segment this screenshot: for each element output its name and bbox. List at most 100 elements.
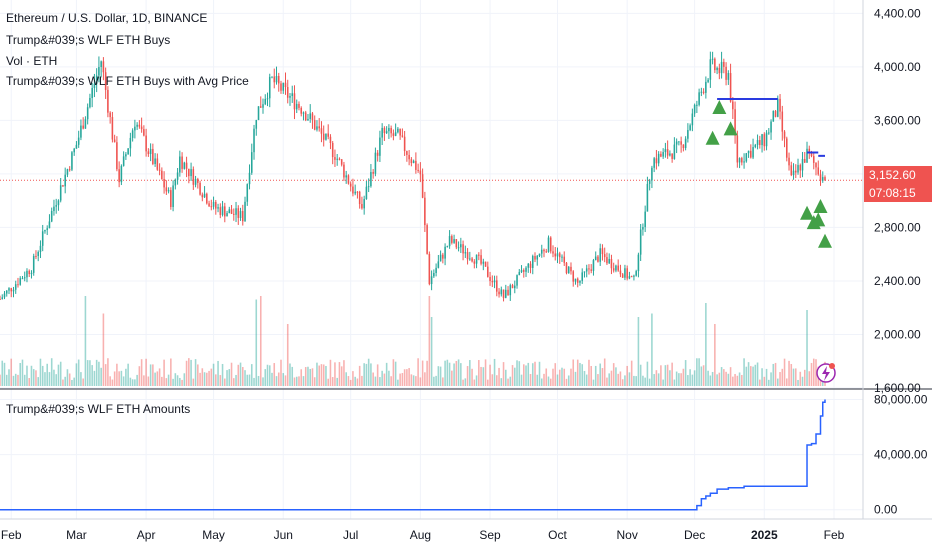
candle-body xyxy=(181,156,183,169)
volume-bar xyxy=(273,363,276,386)
indicator-volume-label[interactable]: Vol · ETH xyxy=(6,54,58,68)
buy-marker-triangle xyxy=(712,100,727,115)
volume-bar xyxy=(639,364,642,386)
volume-bar xyxy=(1,360,4,386)
volume-bar xyxy=(253,377,255,386)
volume-bar xyxy=(525,365,527,386)
volume-bar xyxy=(583,370,586,386)
candle-body xyxy=(763,134,766,147)
candle-body xyxy=(291,93,294,97)
volume-bar xyxy=(138,366,141,386)
candle-body xyxy=(170,190,172,207)
candle-body xyxy=(709,59,712,80)
candle-body xyxy=(410,159,413,164)
candle-body xyxy=(75,144,78,149)
candle-body xyxy=(55,205,57,207)
volume-bar xyxy=(250,364,253,386)
lower-pane-title[interactable]: Trump&#039;s WLF ETH Amounts xyxy=(6,402,191,416)
volume-bar xyxy=(460,363,462,386)
volume-bar xyxy=(140,359,143,386)
volume-bar xyxy=(408,368,410,386)
candle-body xyxy=(437,261,440,268)
volume-bar xyxy=(662,379,664,386)
volume-bar xyxy=(131,379,134,386)
volume-bar xyxy=(610,370,613,386)
avg-price-line xyxy=(717,98,825,157)
volume-bar xyxy=(756,362,759,386)
volume-bar xyxy=(19,362,22,386)
volume-bar xyxy=(664,365,667,386)
candle-body xyxy=(68,169,71,171)
candle-body xyxy=(552,251,554,254)
candle-body xyxy=(597,256,599,262)
time-tick-label: Feb xyxy=(1,528,22,542)
volume-bar xyxy=(794,368,797,386)
time-tick-label: Aug xyxy=(410,528,431,542)
candle-body xyxy=(689,125,691,131)
candle-body xyxy=(215,201,217,209)
candle-body xyxy=(606,257,608,264)
candle-body xyxy=(745,153,748,162)
volume-bar xyxy=(619,371,622,386)
candle-body xyxy=(343,164,345,178)
volume-bar xyxy=(127,363,129,386)
candle-body xyxy=(374,152,377,174)
candle-body xyxy=(206,193,208,204)
candle-body xyxy=(199,182,201,195)
candle-body xyxy=(590,269,592,271)
candle-body xyxy=(408,154,410,160)
amount-tick-label: 0.00 xyxy=(874,503,898,517)
volume-bar xyxy=(660,365,662,386)
volume-bar xyxy=(702,365,705,386)
volume-bar xyxy=(563,368,566,386)
indicator-avg-price-label[interactable]: Trump&#039;s WLF ETH Buys with Avg Price xyxy=(6,74,249,88)
candle-body xyxy=(194,179,197,185)
volume-bar xyxy=(93,370,96,386)
candle-body xyxy=(545,251,548,253)
candle-body xyxy=(71,152,73,170)
indicator-buys-label[interactable]: Trump&#039;s WLF ETH Buys xyxy=(6,33,171,47)
volume-bar xyxy=(122,376,125,386)
candle-body xyxy=(723,61,725,67)
symbol-title[interactable]: Ethereum / U.S. Dollar, 1D, BINANCE xyxy=(6,11,208,25)
volume-bar xyxy=(473,379,476,386)
time-tick-label: Dec xyxy=(684,528,705,542)
candle-body xyxy=(347,175,350,184)
candle-body xyxy=(131,130,134,138)
candle-body xyxy=(327,133,329,137)
candle-body xyxy=(32,255,35,273)
candle-body xyxy=(372,172,374,174)
volume-bar xyxy=(244,370,246,386)
volume-bar xyxy=(302,376,305,386)
volume-bar xyxy=(819,378,822,386)
volume-bar xyxy=(790,364,793,386)
candle-body xyxy=(383,127,386,134)
volume-bar xyxy=(599,363,601,386)
volume-bar xyxy=(545,368,548,386)
volume-bar xyxy=(799,371,802,386)
candle-body xyxy=(66,169,69,175)
volume-bar xyxy=(588,359,590,386)
volume-bar xyxy=(248,374,251,386)
volume-bar xyxy=(574,371,577,386)
volume-bar xyxy=(570,368,572,386)
candle-body xyxy=(304,112,307,121)
volume-bar xyxy=(513,367,516,386)
volume-bar xyxy=(680,373,682,386)
volume-bar xyxy=(675,371,678,386)
volume-bar xyxy=(511,365,514,386)
volume-bar xyxy=(785,378,788,386)
volume-bar xyxy=(437,366,440,386)
volume-bar xyxy=(367,358,370,386)
candle-body xyxy=(134,126,136,131)
candle-body xyxy=(367,186,370,188)
candle-body xyxy=(277,75,280,84)
volume-bar xyxy=(759,379,761,386)
candle-body xyxy=(421,174,424,198)
volume-bar xyxy=(26,365,28,386)
candle-body xyxy=(129,137,132,149)
volume-bar xyxy=(55,374,57,386)
candle-body xyxy=(543,249,545,252)
volume-bar xyxy=(91,365,93,386)
